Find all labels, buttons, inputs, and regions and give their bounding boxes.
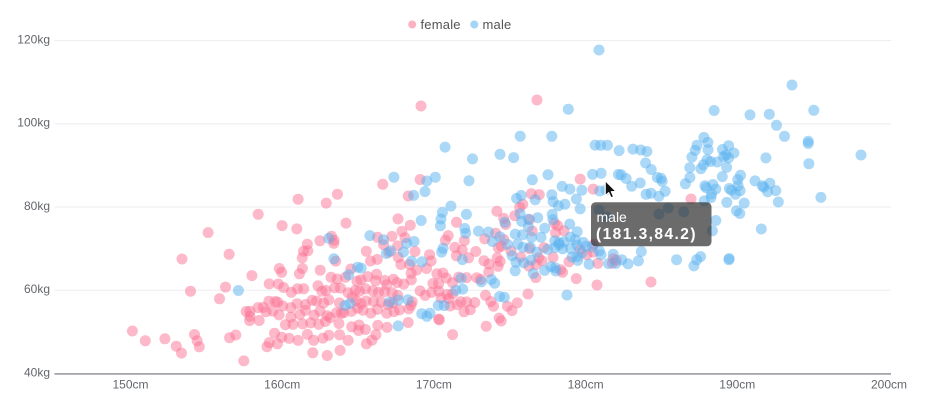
svg-text:180cm: 180cm bbox=[568, 377, 604, 391]
svg-text:170cm: 170cm bbox=[416, 377, 452, 391]
svg-text:150cm: 150cm bbox=[112, 377, 148, 391]
svg-text:80kg: 80kg bbox=[24, 199, 50, 213]
svg-text:190cm: 190cm bbox=[719, 377, 755, 391]
svg-text:200cm: 200cm bbox=[871, 377, 907, 391]
svg-text:40kg: 40kg bbox=[24, 365, 50, 379]
svg-text:female: female bbox=[421, 17, 461, 32]
svg-text:60kg: 60kg bbox=[24, 282, 50, 296]
svg-text:100kg: 100kg bbox=[17, 116, 50, 130]
svg-text:120kg: 120kg bbox=[17, 32, 50, 46]
svg-text:(181.3,84.2): (181.3,84.2) bbox=[596, 226, 697, 243]
svg-text:160cm: 160cm bbox=[264, 377, 300, 391]
svg-text:male: male bbox=[483, 17, 512, 32]
svg-text:male: male bbox=[597, 209, 628, 225]
